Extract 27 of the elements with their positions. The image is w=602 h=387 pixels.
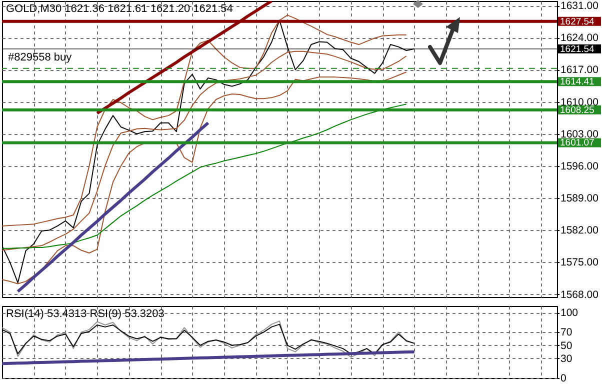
y-tick-label: 1582.00 [560,224,599,237]
line-series [2,50,407,251]
chart-title: RSI(14) 53.4313 RSI(9) 53.3203 [6,308,164,320]
y-tick-label: 1617.00 [560,64,599,76]
y-tick-label: 1603.00 [560,128,599,140]
y-tick-label: 30 [560,352,572,365]
y-tick-label: 1568.00 [560,288,599,301]
line-series [16,121,210,293]
ref-line-label: 1608.25 [560,104,594,116]
y-tick-label: 1589.00 [560,192,599,205]
ref-line-label: 1627.54 [560,16,594,28]
y-tick-label: 1624.00 [560,32,599,44]
y-tick-label: 100 [560,307,578,320]
line-series [2,104,407,249]
ref-line-label: 1621.54 [560,44,594,55]
line-series [2,14,407,226]
line-series [2,350,416,366]
y-tick-label: 0 [560,372,566,384]
y-tick-label: 70 [560,326,572,339]
y-tick-label: 1631.00 [560,0,599,12]
ref-line-label: 1601.07 [560,138,594,149]
y-tick-label: 50 [560,340,572,352]
y-tick-label: 1575.00 [560,256,599,269]
chart-title: GOLD,M30 1621.36 1621.61 1621.20 1621.54 [6,3,233,15]
ref-line-label: 1614.41 [560,76,594,88]
y-tick-label: 1596.00 [560,160,599,172]
ref-line-label: #829558 buy [8,51,72,64]
